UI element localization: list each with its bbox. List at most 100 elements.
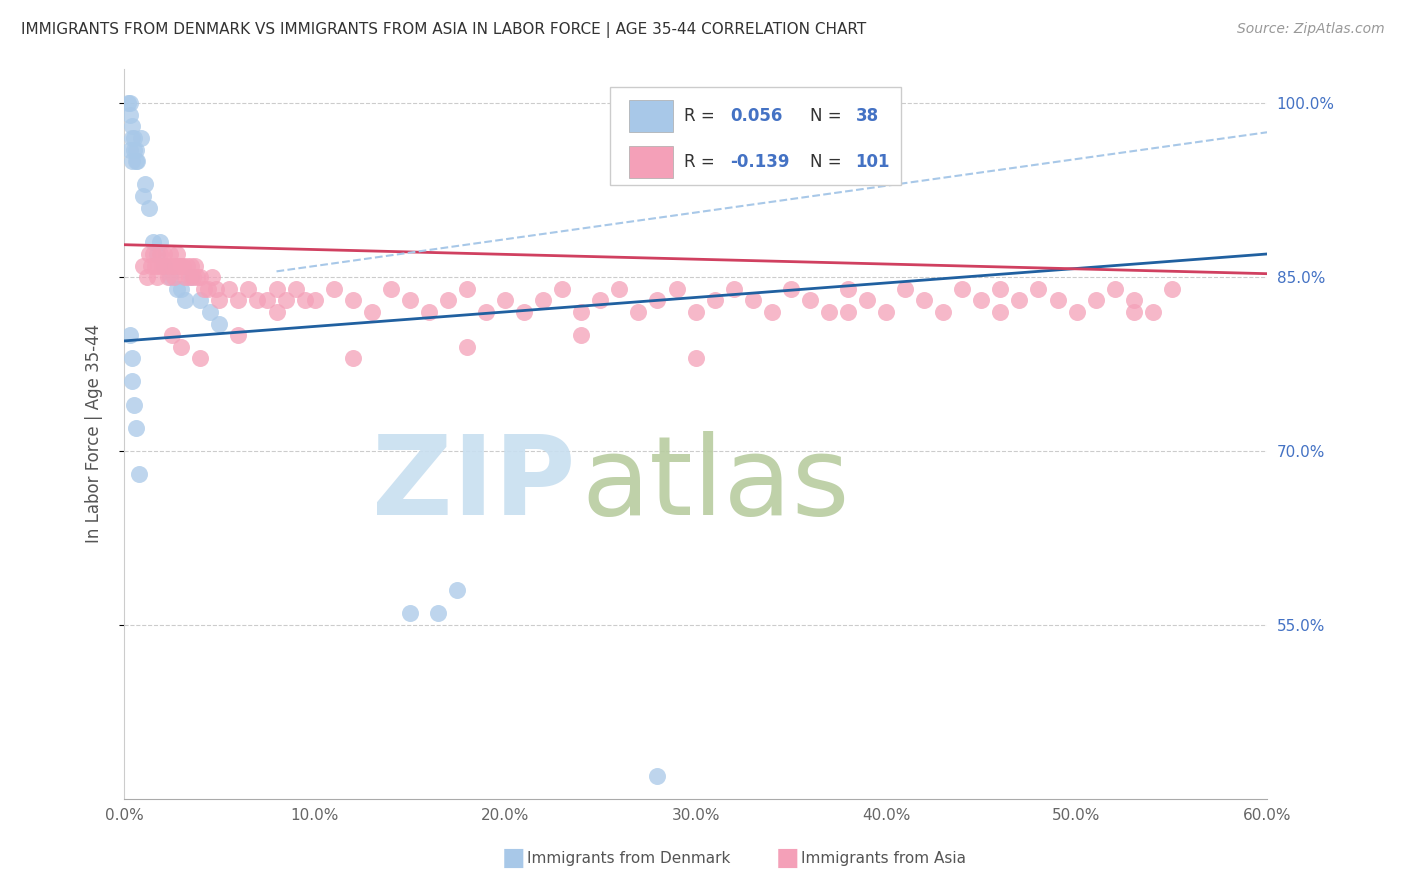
FancyBboxPatch shape — [610, 87, 901, 186]
Point — [204, 282, 226, 296]
Point — [160, 259, 183, 273]
Point — [117, 96, 139, 111]
Point — [1046, 293, 1069, 308]
Point — [132, 259, 155, 273]
Point — [124, 143, 146, 157]
Point — [208, 293, 231, 308]
Point — [894, 282, 917, 296]
Text: -0.139: -0.139 — [730, 153, 789, 170]
Point — [322, 282, 344, 296]
Point — [143, 259, 166, 273]
Point — [127, 154, 149, 169]
Point — [186, 270, 208, 285]
Point — [142, 247, 165, 261]
Point — [170, 282, 193, 296]
Point — [180, 270, 202, 285]
Point — [446, 583, 468, 598]
Point — [1008, 293, 1031, 308]
Point — [475, 305, 498, 319]
Point — [1122, 293, 1144, 308]
Point — [121, 120, 143, 134]
Point — [153, 259, 176, 273]
Point — [128, 467, 150, 482]
Point — [1122, 305, 1144, 319]
Point — [174, 293, 197, 308]
Point — [1028, 282, 1050, 296]
Point — [1160, 282, 1182, 296]
Point — [188, 293, 211, 308]
Point — [181, 270, 204, 285]
Point — [122, 131, 145, 145]
Point — [665, 282, 688, 296]
Point — [531, 293, 554, 308]
Point — [198, 305, 221, 319]
Point — [138, 247, 160, 261]
Point — [148, 259, 170, 273]
Point — [228, 328, 250, 343]
Point — [950, 282, 973, 296]
Text: 101: 101 — [856, 153, 890, 170]
Point — [124, 421, 146, 435]
Point — [132, 189, 155, 203]
Y-axis label: In Labor Force | Age 35-44: In Labor Force | Age 35-44 — [86, 324, 103, 543]
Point — [153, 247, 176, 261]
Point — [723, 282, 745, 296]
Point — [183, 259, 205, 273]
Bar — [630, 100, 672, 132]
Point — [118, 143, 141, 157]
Point — [427, 607, 450, 621]
Point — [169, 259, 191, 273]
Point — [121, 154, 143, 169]
Point — [741, 293, 763, 308]
Point — [159, 247, 181, 261]
Point — [399, 293, 422, 308]
Point — [118, 108, 141, 122]
Point — [342, 293, 364, 308]
Text: Source: ZipAtlas.com: Source: ZipAtlas.com — [1237, 22, 1385, 37]
Point — [197, 282, 219, 296]
Point — [494, 293, 516, 308]
Point — [188, 270, 211, 285]
Point — [970, 293, 993, 308]
Point — [988, 282, 1011, 296]
Point — [256, 293, 278, 308]
Point — [266, 305, 288, 319]
Text: N =: N = — [810, 107, 846, 125]
Point — [118, 328, 141, 343]
Point — [174, 270, 197, 285]
Point — [274, 293, 297, 308]
Point — [180, 259, 202, 273]
Point — [124, 154, 146, 169]
Point — [136, 270, 159, 285]
Text: 0.056: 0.056 — [730, 107, 782, 125]
Text: Immigrants from Asia: Immigrants from Asia — [801, 851, 966, 865]
Point — [627, 305, 650, 319]
Point — [172, 259, 194, 273]
Point — [456, 282, 478, 296]
Point — [145, 270, 167, 285]
Text: ■: ■ — [502, 847, 524, 870]
Text: 38: 38 — [856, 107, 879, 125]
Point — [818, 305, 841, 319]
Text: R =: R = — [685, 107, 720, 125]
Point — [761, 305, 783, 319]
Point — [1142, 305, 1164, 319]
Point — [589, 293, 612, 308]
Text: Immigrants from Denmark: Immigrants from Denmark — [527, 851, 731, 865]
Point — [201, 270, 224, 285]
Text: ■: ■ — [776, 847, 799, 870]
Point — [418, 305, 440, 319]
Point — [779, 282, 801, 296]
Point — [647, 293, 669, 308]
Point — [932, 305, 955, 319]
Point — [837, 282, 859, 296]
Text: atlas: atlas — [581, 431, 849, 538]
Point — [342, 351, 364, 366]
Point — [166, 247, 188, 261]
Point — [188, 351, 211, 366]
Point — [134, 178, 156, 192]
Point — [569, 328, 592, 343]
Point — [155, 259, 177, 273]
Point — [159, 270, 181, 285]
Point — [685, 305, 707, 319]
